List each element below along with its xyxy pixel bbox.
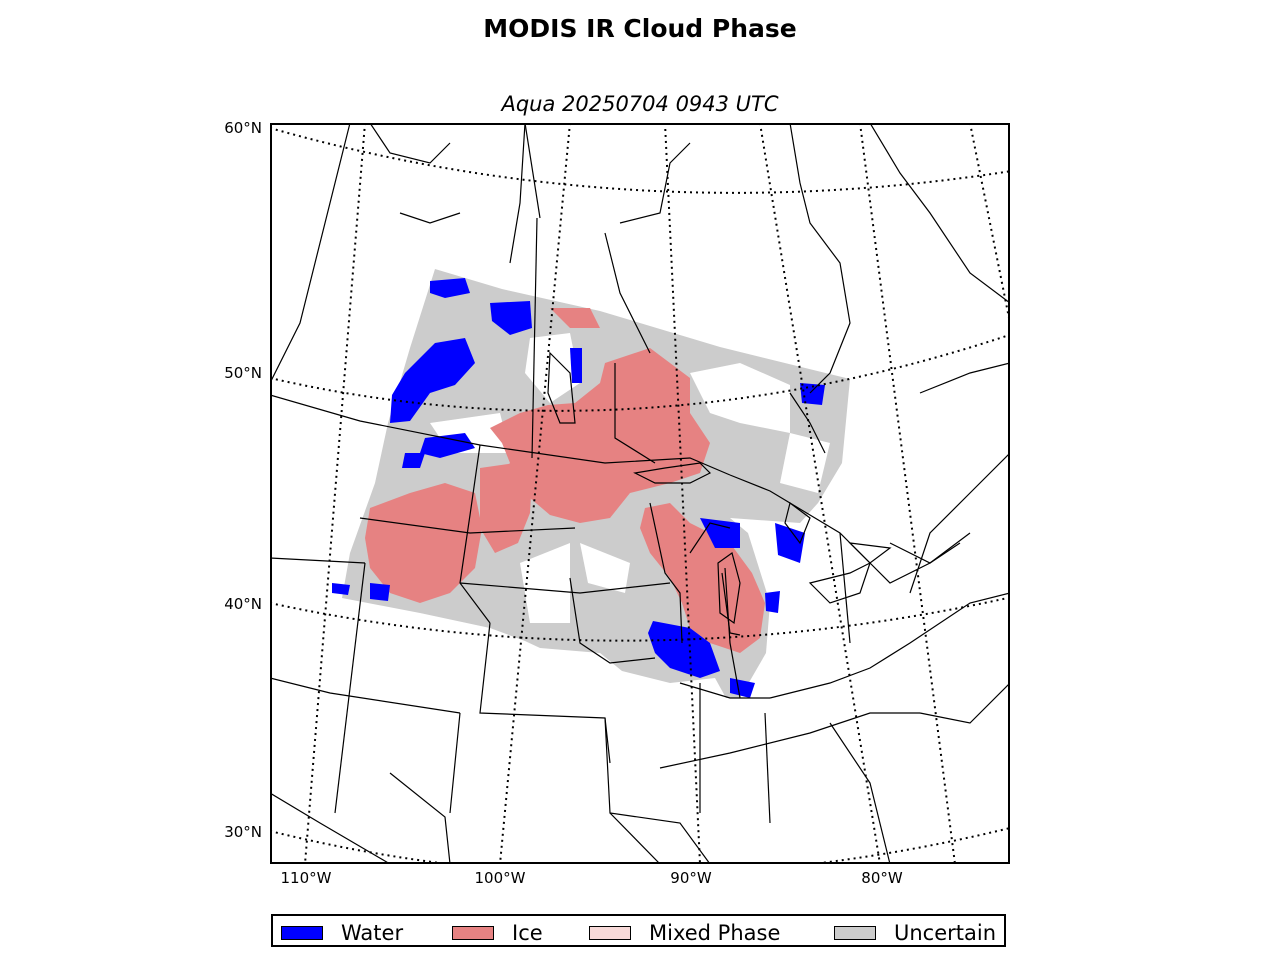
water-region xyxy=(430,278,470,298)
lon-label-110w: 110°W xyxy=(280,869,332,887)
lat-label-30: 30°N xyxy=(224,823,262,841)
lat-label-40: 40°N xyxy=(224,595,262,613)
ice-region xyxy=(490,348,710,523)
water-region xyxy=(730,678,755,698)
water-region xyxy=(332,583,350,595)
legend-swatch-water xyxy=(281,926,323,940)
lat-label-60: 60°N xyxy=(224,119,262,137)
water-region xyxy=(765,591,780,613)
clear-gap xyxy=(520,543,570,623)
lon-label-90w: 90°W xyxy=(670,869,712,887)
legend-label-ice: Ice xyxy=(512,921,543,945)
ice-region xyxy=(550,308,600,328)
legend: Water Ice Mixed Phase Uncertain xyxy=(271,914,1006,947)
water-region xyxy=(402,453,425,468)
legend-item-uncertain: Uncertain xyxy=(834,921,996,945)
lat-label-50: 50°N xyxy=(224,364,262,382)
clear-gap xyxy=(690,363,790,433)
clear-gap xyxy=(525,333,580,403)
ice-region xyxy=(640,503,765,653)
water-region xyxy=(700,518,740,548)
legend-label-uncertain: Uncertain xyxy=(894,921,997,945)
legend-item-water: Water xyxy=(281,921,403,945)
figure-title: MODIS IR Cloud Phase xyxy=(483,14,797,43)
boundaries xyxy=(270,123,1010,864)
legend-swatch-uncertain xyxy=(834,926,876,940)
water-region xyxy=(390,338,475,423)
legend-item-mixed-phase: Mixed Phase xyxy=(589,921,780,945)
figure-subtitle: Aqua 20250704 0943 UTC xyxy=(501,92,779,116)
legend-swatch-ice xyxy=(452,926,494,940)
water-region xyxy=(775,523,805,563)
water-region xyxy=(490,301,532,335)
clear-gap xyxy=(580,543,630,593)
water-region xyxy=(648,621,720,678)
water-region xyxy=(370,583,390,601)
graticule xyxy=(270,123,1010,864)
legend-swatch-mixed-phase xyxy=(589,926,631,940)
water-region xyxy=(420,433,475,458)
great-lakes xyxy=(547,351,892,625)
legend-item-ice: Ice xyxy=(452,921,543,945)
clear-gap xyxy=(780,433,830,493)
cloud-phase-map xyxy=(270,123,1010,864)
lon-label-100w: 100°W xyxy=(474,869,526,887)
ice-region xyxy=(365,483,482,603)
legend-label-water: Water xyxy=(341,921,404,945)
map-frame xyxy=(270,123,1010,864)
lon-label-80w: 80°W xyxy=(861,869,903,887)
legend-label-mixed-phase: Mixed Phase xyxy=(649,921,781,945)
water-region xyxy=(570,348,582,383)
